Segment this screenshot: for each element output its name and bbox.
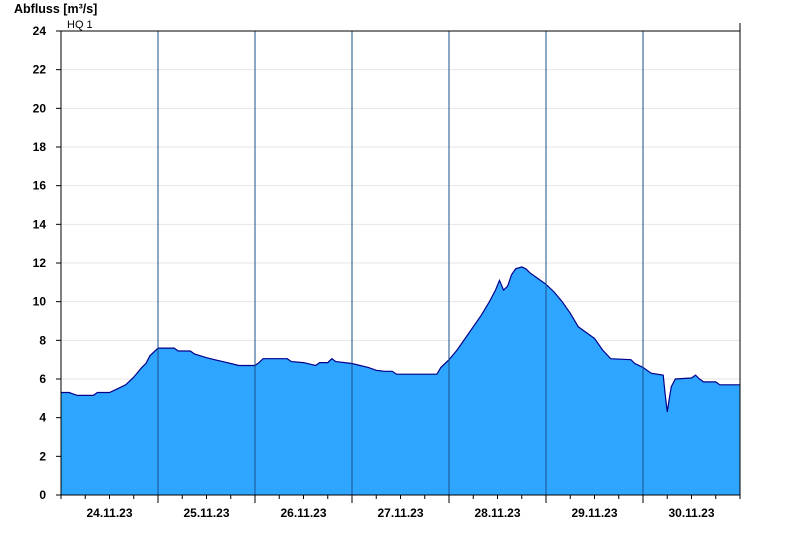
hq1-threshold-label: HQ 1 bbox=[67, 19, 93, 31]
axes bbox=[56, 23, 741, 503]
day-boundary-lines bbox=[157, 31, 644, 495]
y-tick-label: 14 bbox=[33, 217, 47, 231]
y-tick-label: 22 bbox=[33, 63, 47, 77]
y-tick-label: 12 bbox=[33, 256, 47, 270]
x-tick-label: 27.11.23 bbox=[377, 506, 423, 520]
discharge-area-fill bbox=[61, 266, 740, 495]
y-tick-label: 8 bbox=[39, 333, 46, 347]
x-tick-label: 29.11.23 bbox=[571, 506, 617, 520]
discharge-line bbox=[61, 266, 740, 412]
x-tick-label: 30.11.23 bbox=[668, 506, 714, 520]
y-tick-label: 6 bbox=[39, 372, 46, 386]
y-tick-label: 20 bbox=[33, 101, 47, 115]
discharge-area bbox=[61, 266, 740, 495]
y-tick-label: 0 bbox=[39, 488, 46, 502]
y-axis-title: Abfluss [m³/s] bbox=[14, 2, 97, 16]
y-tick-label: 24 bbox=[33, 24, 47, 38]
y-tick-label: 18 bbox=[33, 140, 47, 154]
y-tick-label: 4 bbox=[39, 411, 46, 425]
y-tick-label: 16 bbox=[33, 179, 47, 193]
x-tick-label: 26.11.23 bbox=[280, 506, 326, 520]
y-tick-label: 2 bbox=[39, 449, 46, 463]
x-tick-label: 25.11.23 bbox=[183, 506, 229, 520]
y-tick-label: 10 bbox=[33, 295, 47, 309]
x-tick-label: 24.11.23 bbox=[86, 506, 132, 520]
x-tick-label: 28.11.23 bbox=[474, 506, 520, 520]
